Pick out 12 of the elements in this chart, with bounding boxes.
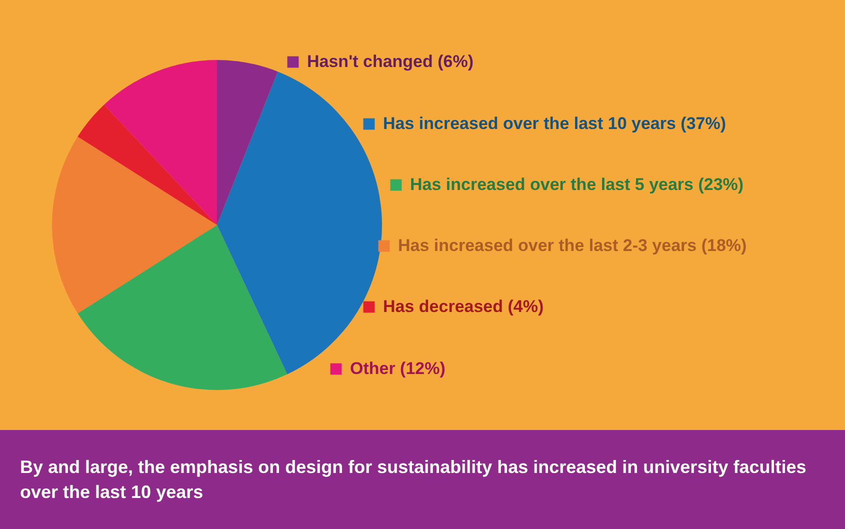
pie-slice — [78, 104, 217, 225]
legend-label: Has increased over the last 2-3 years (18%) — [398, 236, 747, 255]
legend-label: Has increased over the last 10 years (37%) — [383, 114, 726, 133]
legend-label: Has increased over the last 5 years (23%) — [410, 175, 744, 194]
legend-label: Has decreased (4%) — [383, 297, 544, 316]
text: By and large, the emphasis on design for sustainability has increased in university faculties over the last 10 years — [20, 456, 808, 504]
pie-slice — [104, 60, 217, 225]
pie-slice — [78, 225, 288, 390]
legend-label: Other (12%) — [350, 359, 446, 378]
legend-label: Hasn't changed (6%) — [307, 52, 474, 71]
pie-slice — [52, 136, 217, 314]
pie-slice — [217, 60, 278, 225]
